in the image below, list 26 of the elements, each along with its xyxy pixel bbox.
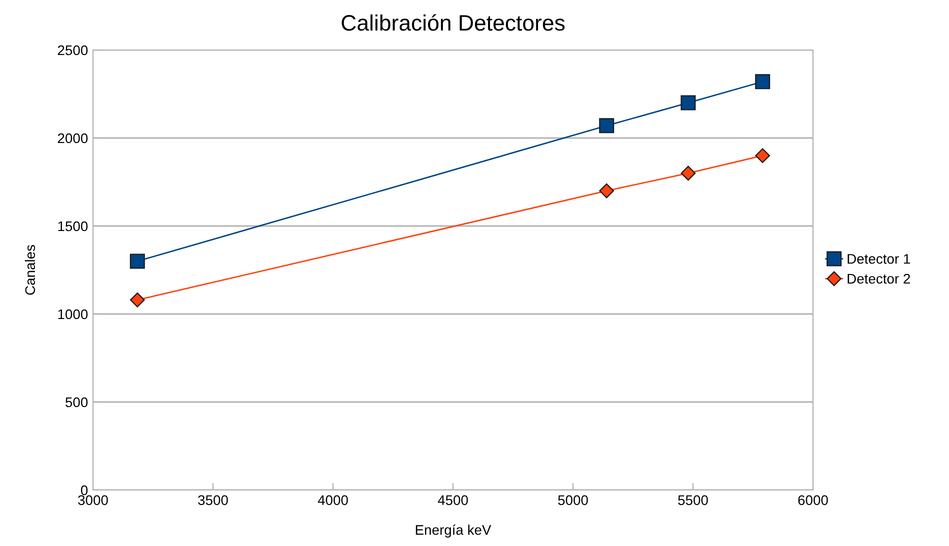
y-tick-label: 500 [66,397,88,408]
point [599,183,614,198]
y-tick-label: 2500 [58,45,88,56]
point [599,118,614,134]
legend-label: Detector 1 [848,254,910,264]
y-tick-label: 0 [80,485,88,496]
chart-title: Calibración Detectores [342,14,565,31]
x-tick-label: 5500 [678,495,708,506]
x-tick-label: 6000 [798,495,828,506]
legend-label: Detector 2 [848,274,910,284]
y-tick-label: 1000 [58,309,88,320]
point [755,74,770,90]
x-axis-title: Energía keV [416,524,492,538]
y-tick-label: 1500 [58,221,88,232]
point [680,95,696,110]
x-tick-label: 4000 [318,495,348,506]
x-tick-label: 3500 [198,495,228,506]
y-axis-title: Canales [24,245,36,295]
point [755,148,770,164]
point [130,254,145,269]
y-tick-label: 2000 [58,133,88,144]
x-tick-label: 5000 [558,495,588,506]
x-tick-label: 4500 [438,495,468,506]
point [680,166,696,181]
x-tick-label: 3000 [78,495,108,506]
point [130,292,145,308]
